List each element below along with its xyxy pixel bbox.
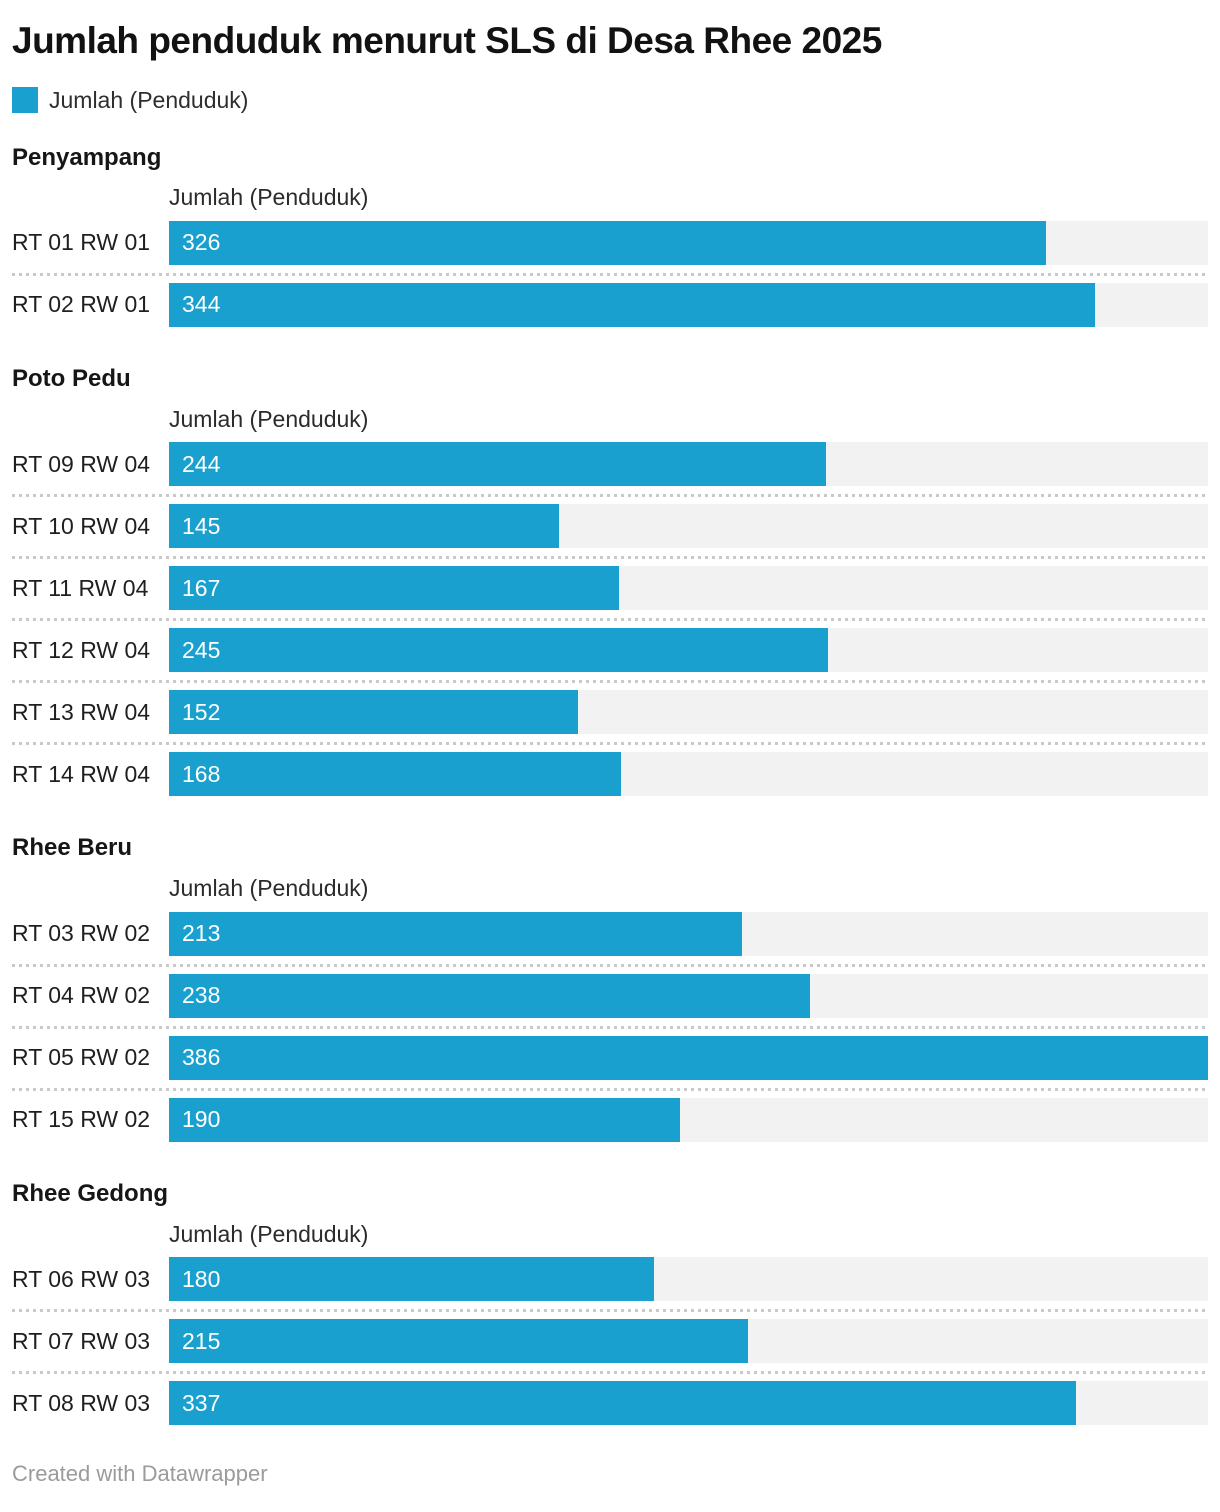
bar[interactable]: 213	[169, 911, 743, 956]
bar-track: 245	[169, 628, 1208, 673]
bar[interactable]: 152	[169, 690, 579, 735]
bar-track: 145	[169, 504, 1208, 549]
group-section: Penyampang Jumlah (Penduduk) RT 01 RW 01…	[12, 144, 1208, 327]
bar[interactable]: 145	[169, 504, 560, 549]
bar-row: RT 09 RW 04 244	[12, 442, 1208, 487]
bar-row: RT 12 RW 04 245	[12, 618, 1208, 673]
bar-row: RT 15 RW 02 190	[12, 1087, 1208, 1142]
legend-swatch	[12, 87, 38, 114]
bar-row: RT 13 RW 04 152	[12, 680, 1208, 735]
bar-value-label: 152	[182, 698, 221, 725]
row-label: RT 08 RW 03	[12, 1389, 151, 1416]
bar-value-label: 386	[182, 1044, 221, 1071]
bar[interactable]: 238	[169, 973, 810, 1018]
bar-value-label: 326	[182, 229, 221, 256]
bar-row: RT 08 RW 03 337	[12, 1371, 1208, 1426]
bar-row: RT 06 RW 03 180	[12, 1257, 1208, 1302]
column-header: Jumlah (Penduduk)	[169, 184, 369, 211]
legend: Jumlah (Penduduk)	[12, 87, 1208, 114]
bar-row: RT 04 RW 02 238	[12, 963, 1208, 1018]
bar-value-label: 168	[182, 760, 221, 787]
bar-track: 238	[169, 973, 1208, 1018]
bar-value-label: 238	[182, 982, 221, 1009]
bar-row: RT 07 RW 03 215	[12, 1309, 1208, 1364]
bar-value-label: 244	[182, 450, 221, 477]
bar-value-label: 167	[182, 574, 221, 601]
row-label: RT 01 RW 01	[12, 229, 151, 256]
group-title: Penyampang	[12, 143, 162, 171]
row-label: RT 14 RW 04	[12, 760, 151, 787]
group-rows: RT 03 RW 02 213 RT 04 RW 02 238 RT 05 RW…	[12, 911, 1208, 1142]
column-header: Jumlah (Penduduk)	[169, 1220, 369, 1247]
bar-value-label: 337	[182, 1389, 221, 1416]
bar[interactable]: 190	[169, 1097, 681, 1142]
bar-track: 190	[169, 1097, 1208, 1142]
bar-value-label: 213	[182, 920, 221, 947]
group-section: Poto Pedu Jumlah (Penduduk) RT 09 RW 04 …	[12, 364, 1208, 797]
bar-row: RT 10 RW 04 145	[12, 494, 1208, 549]
row-label: RT 13 RW 04	[12, 698, 151, 725]
row-label: RT 02 RW 01	[12, 291, 151, 318]
row-label: RT 10 RW 04	[12, 512, 151, 539]
bar[interactable]: 344	[169, 282, 1095, 327]
bar-value-label: 145	[182, 512, 221, 539]
column-header: Jumlah (Penduduk)	[169, 875, 369, 902]
legend-label: Jumlah (Penduduk)	[49, 86, 249, 113]
bar-track: 386	[169, 1035, 1208, 1080]
group-title: Rhee Gedong	[12, 1179, 169, 1207]
bar-track: 168	[169, 752, 1208, 797]
bar-row: RT 14 RW 04 168	[12, 742, 1208, 797]
bar[interactable]: 337	[169, 1381, 1077, 1426]
chart-title: Jumlah penduduk menurut SLS di Desa Rhee…	[12, 20, 882, 61]
bar[interactable]: 244	[169, 442, 826, 487]
footer-attribution[interactable]: Created with Datawrapper	[12, 1461, 268, 1487]
row-label: RT 03 RW 02	[12, 920, 151, 947]
bar-track: 326	[169, 220, 1208, 265]
bar-track: 152	[169, 690, 1208, 735]
row-label: RT 09 RW 04	[12, 450, 151, 477]
bar-value-label: 190	[182, 1106, 221, 1133]
bar-value-label: 245	[182, 636, 221, 663]
bar-track: 337	[169, 1381, 1208, 1426]
bar[interactable]: 168	[169, 752, 622, 797]
bar[interactable]: 245	[169, 628, 829, 673]
bar[interactable]: 180	[169, 1257, 654, 1302]
bar-row: RT 05 RW 02 386	[12, 1025, 1208, 1080]
bar-track: 167	[169, 566, 1208, 611]
bar-value-label: 344	[182, 291, 221, 318]
column-header: Jumlah (Penduduk)	[169, 405, 369, 432]
bar-track: 215	[169, 1319, 1208, 1364]
group-section: Rhee Gedong Jumlah (Penduduk) RT 06 RW 0…	[12, 1179, 1208, 1426]
bar-row: RT 11 RW 04 167	[12, 556, 1208, 611]
group-title: Rhee Beru	[12, 834, 133, 862]
group-rows: RT 01 RW 01 326 RT 02 RW 01 344	[12, 220, 1208, 327]
bar-track: 344	[169, 282, 1208, 327]
group-rows: RT 06 RW 03 180 RT 07 RW 03 215 RT 08 RW…	[12, 1257, 1208, 1426]
group-rows: RT 09 RW 04 244 RT 10 RW 04 145 RT 11 RW…	[12, 442, 1208, 797]
chart-groups: Penyampang Jumlah (Penduduk) RT 01 RW 01…	[12, 144, 1208, 1426]
bar-value-label: 180	[182, 1265, 221, 1292]
bar[interactable]: 215	[169, 1319, 748, 1364]
row-label: RT 04 RW 02	[12, 982, 151, 1009]
group-title: Poto Pedu	[12, 364, 131, 392]
row-label: RT 05 RW 02	[12, 1044, 151, 1071]
group-section: Rhee Beru Jumlah (Penduduk) RT 03 RW 02 …	[12, 834, 1208, 1142]
row-label: RT 15 RW 02	[12, 1106, 151, 1133]
row-label: RT 11 RW 04	[12, 574, 149, 601]
row-label: RT 06 RW 03	[12, 1265, 151, 1292]
bar-row: RT 02 RW 01 344	[12, 272, 1208, 327]
bar-value-label: 215	[182, 1327, 221, 1354]
row-label: RT 07 RW 03	[12, 1327, 151, 1354]
bar-row: RT 03 RW 02 213	[12, 911, 1208, 956]
bar-track: 244	[169, 442, 1208, 487]
bar-track: 180	[169, 1257, 1208, 1302]
bar[interactable]: 386	[169, 1035, 1208, 1080]
bar-row: RT 01 RW 01 326	[12, 220, 1208, 265]
row-label: RT 12 RW 04	[12, 636, 151, 663]
bar-track: 213	[169, 911, 1208, 956]
bar[interactable]: 326	[169, 220, 1047, 265]
bar[interactable]: 167	[169, 566, 619, 611]
